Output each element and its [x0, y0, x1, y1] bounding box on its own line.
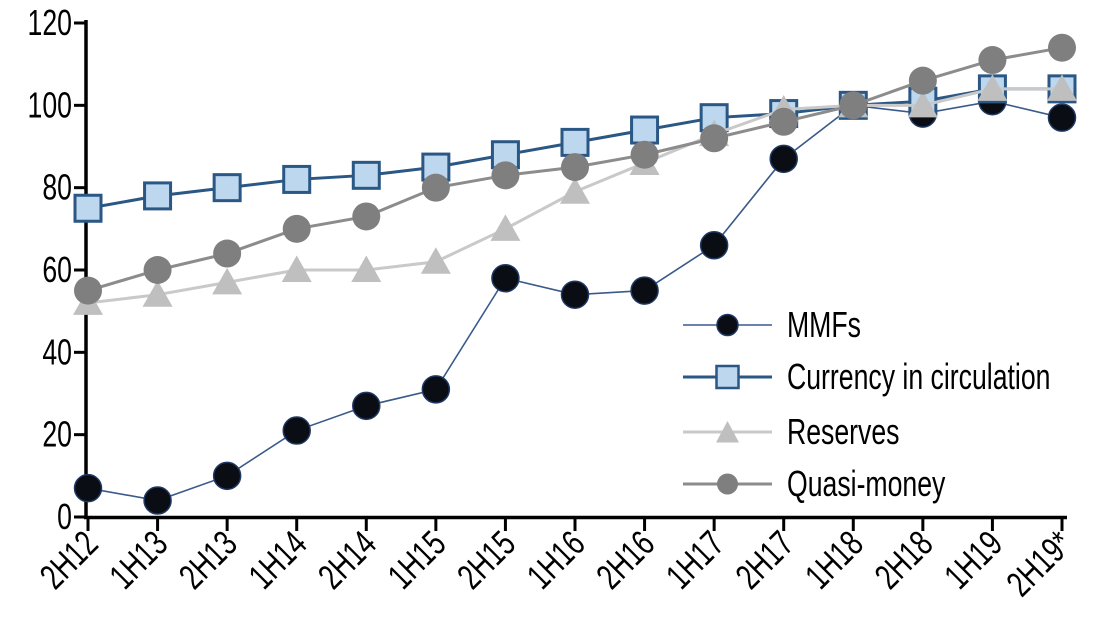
- x-tick-label: 1H16: [519, 523, 593, 597]
- reserves-marker: [351, 255, 382, 282]
- quasi-money-marker: [700, 124, 729, 153]
- currency-in-circulation-marker: [630, 115, 660, 145]
- series-layer: [73, 33, 1077, 515]
- quasi-money-marker: [491, 161, 520, 190]
- currency-in-circulation-marker: [351, 160, 381, 190]
- legend-label-reserves: Reserves: [787, 411, 899, 452]
- x-tick-label: 2H13: [171, 523, 245, 597]
- quasi-money-marker: [143, 256, 172, 284]
- quasi-money-marker: [421, 173, 450, 202]
- legend-item-reserves: Reserves: [683, 411, 899, 452]
- mmfs-marker: [699, 231, 729, 260]
- x-tick-label: 2H12: [32, 523, 106, 597]
- quasi-money-marker: [630, 140, 659, 169]
- quasi-money-marker: [839, 91, 868, 120]
- quasi-money-marker: [769, 107, 798, 136]
- reserves-marker: [490, 214, 521, 241]
- mmfs-marker: [352, 391, 381, 421]
- x-tick-label: 1H19: [936, 523, 1010, 597]
- reserves-marker: [1046, 74, 1077, 101]
- reserves-marker: [281, 255, 312, 282]
- legend-item-quasi-money: Quasi-money: [683, 463, 946, 504]
- legend-label-quasi-money: Quasi-money: [787, 463, 946, 504]
- x-tick-label: 2H14: [310, 523, 384, 597]
- quasi-money-marker: [352, 202, 381, 231]
- mmfs-marker: [491, 263, 520, 293]
- x-tick-label: 2H17: [727, 523, 801, 597]
- x-tick-label: 1H17: [658, 523, 732, 597]
- quasi-money-marker: [1047, 33, 1076, 62]
- x-tick-label: 1H15: [380, 523, 454, 597]
- mmfs-marker: [73, 473, 103, 503]
- y-tick-label: 80: [42, 167, 72, 208]
- mmfs-marker: [560, 280, 590, 309]
- reserves-marker: [559, 177, 590, 204]
- x-tick-label: 1H13: [101, 523, 175, 597]
- quasi-money-marker: [213, 239, 242, 268]
- currency-in-circulation-marker: [282, 164, 312, 194]
- quasi-money-marker: [282, 214, 311, 243]
- currency-in-circulation-marker: [212, 173, 242, 203]
- mmfs-marker: [143, 486, 172, 515]
- y-tick-label: 40: [42, 331, 72, 372]
- currency-in-circulation-marker: [143, 181, 173, 211]
- legend-marker-square-icon: [715, 364, 740, 390]
- y-tick-label: 120: [28, 2, 72, 43]
- y-tick-label: 0: [57, 496, 72, 537]
- legend-item-mmfs: MMFs: [683, 304, 861, 345]
- y-tick-label: 20: [42, 414, 72, 455]
- mmfs-marker: [1047, 103, 1077, 132]
- currency-in-circulation-marker: [490, 140, 520, 170]
- x-tick-label: 2H15: [449, 523, 523, 597]
- mmfs-marker: [421, 375, 451, 404]
- reserves-marker: [977, 74, 1008, 101]
- legend-marker-triangle-icon: [716, 421, 739, 443]
- mmfs-marker: [212, 461, 242, 491]
- quasi-money-marker: [74, 276, 102, 305]
- reserves-marker: [142, 280, 173, 307]
- reserves-marker: [212, 267, 243, 295]
- mmfs-marker: [282, 416, 311, 445]
- quasi-money-marker: [560, 153, 589, 182]
- x-tick-label: 2H19*: [998, 523, 1079, 604]
- reserves-marker: [420, 247, 451, 274]
- y-tick-label: 60: [42, 249, 72, 290]
- x-tick-label: 1H14: [240, 523, 314, 597]
- legend: MMFs Currency in circulation Reserves Qu…: [683, 304, 1050, 504]
- x-tick-label: 2H16: [588, 523, 662, 597]
- x-tick-label: 1H18: [797, 523, 871, 597]
- legend-label-mmfs: MMFs: [787, 304, 861, 345]
- y-tick-label: 100: [28, 84, 72, 125]
- legend-item-currency: Currency in circulation: [683, 356, 1050, 397]
- legend-marker-circle-icon: [717, 473, 738, 495]
- mmfs-marker: [769, 144, 798, 174]
- currency-in-circulation-marker: [560, 127, 590, 157]
- mmfs-marker: [630, 276, 659, 305]
- quasi-money-marker: [978, 46, 1007, 75]
- series-quasi-money: [74, 33, 1076, 305]
- x-tick-label: 2H18: [867, 523, 941, 597]
- reserves-marker: [907, 90, 938, 118]
- currency-in-circulation-marker: [73, 193, 103, 223]
- legend-marker-circle-icon: [716, 313, 739, 337]
- legend-label-currency: Currency in circulation: [787, 356, 1050, 397]
- quasi-money-marker: [908, 66, 937, 95]
